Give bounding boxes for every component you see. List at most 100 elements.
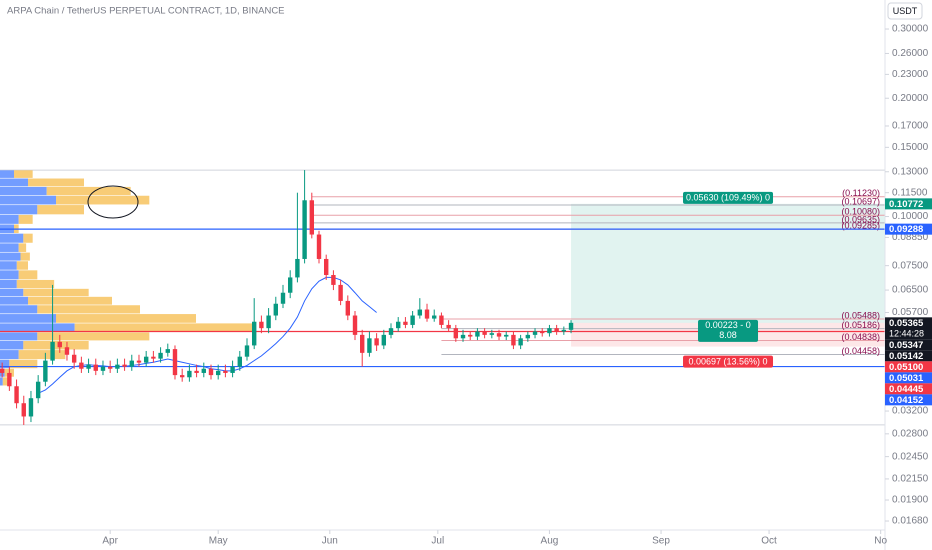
y-tick-label: 0.11500 <box>892 187 928 198</box>
volume-profile-bar <box>0 261 17 270</box>
candle-body <box>568 322 574 330</box>
price-label: 0.05142 <box>889 351 923 362</box>
candle-body <box>93 364 98 371</box>
volume-profile-bar <box>14 170 33 178</box>
price-label: 0.09288 <box>889 224 923 235</box>
x-tick-label: Jul <box>431 536 444 547</box>
price-label-box <box>885 223 932 235</box>
candle-body <box>381 334 387 346</box>
candle-body <box>179 375 185 378</box>
volume-profile-bar <box>37 205 84 215</box>
volume-profile-bar <box>0 214 19 224</box>
candle-body <box>511 334 516 346</box>
candle-body <box>295 258 300 278</box>
y-tick-label: 0.15000 <box>892 142 929 153</box>
volume-profile-bar <box>2 377 8 386</box>
volume-profile-bar <box>74 323 253 332</box>
volume-profile-bar <box>9 359 38 369</box>
candle-body <box>158 352 163 359</box>
fib-label: (0.05488) <box>841 310 880 320</box>
position-profit-zone <box>571 203 885 323</box>
candle-body <box>187 370 192 378</box>
currency-button[interactable] <box>887 2 923 20</box>
fib-label: (0.10697) <box>841 196 880 206</box>
volume-profile-bar <box>0 170 14 178</box>
volume-profile-bar <box>37 305 141 314</box>
x-tick-label: May <box>209 536 228 547</box>
candle-body <box>223 370 228 373</box>
volume-profile-bar <box>18 214 33 224</box>
candle-body <box>432 315 437 319</box>
candle-body <box>14 386 19 404</box>
candle-body <box>496 333 502 337</box>
volume-profile-bar <box>28 296 112 305</box>
candle-body <box>64 347 70 355</box>
y-tick-label: 0.01680 <box>892 516 929 527</box>
candle-body <box>468 334 473 337</box>
candle-body <box>208 368 214 376</box>
y-tick-label: 0.10000 <box>892 211 929 222</box>
y-tick-label: 0.20000 <box>892 93 929 104</box>
candle-body <box>518 338 523 346</box>
candle-body <box>0 368 5 373</box>
y-tick-label: 0.06500 <box>892 285 929 296</box>
volume-profile-bar <box>0 359 10 369</box>
price-label-box <box>885 350 932 362</box>
candle-body <box>7 372 12 387</box>
volume-profile-bar <box>23 288 89 297</box>
volume-profile-bar <box>0 243 19 252</box>
volume-profile-bar <box>18 270 38 280</box>
candle-body <box>280 292 286 304</box>
currency-label[interactable]: USDT <box>893 6 918 16</box>
candle-body <box>482 331 487 335</box>
fib-label: (0.05186) <box>841 320 880 330</box>
y-tick-label: 0.01900 <box>892 495 929 506</box>
candle-body <box>251 321 257 346</box>
y-tick-label: 0.07500 <box>892 260 929 271</box>
price-label: 0.05365 <box>889 318 924 329</box>
price-label: 0.10772 <box>889 199 923 210</box>
candle-body <box>540 331 545 334</box>
volume-profile-bar <box>0 350 19 360</box>
price-label-box <box>885 317 932 340</box>
fib-label: (0.09285) <box>841 221 880 231</box>
volume-profile-bar <box>0 233 24 243</box>
price-label-box <box>885 372 932 384</box>
candle-body <box>446 324 451 329</box>
candle-body <box>439 315 444 325</box>
volume-profile-bar <box>56 314 196 323</box>
volume-profile-bar <box>46 186 131 196</box>
candle-body <box>338 284 343 301</box>
candle-body <box>374 338 379 346</box>
price-label-box <box>885 339 932 351</box>
candle-body <box>324 258 329 276</box>
candle-body <box>57 341 62 348</box>
volume-profile-bar <box>0 377 3 386</box>
x-tick-label: Aug <box>541 536 559 547</box>
price-label: 0.04445 <box>889 384 924 395</box>
position-mid-box <box>698 319 759 342</box>
candle-body <box>28 398 34 417</box>
volume-profile-bar <box>20 252 30 261</box>
drawing-ellipse <box>87 185 139 219</box>
volume-profile-bar <box>0 296 28 305</box>
price-label: 0.04152 <box>889 395 923 406</box>
position-target-label: 0.05630 (109.49%) 0 <box>686 193 770 203</box>
candle-body <box>547 328 552 334</box>
axes: 0.30000 0.26000 0.23000 0.20000 0.17000 0.150… <box>102 24 932 547</box>
volume-profile-bar <box>0 178 28 187</box>
x-tick-label: Oct <box>761 536 777 547</box>
candle-body <box>504 334 509 337</box>
candle-body <box>107 366 113 369</box>
candle-body <box>388 328 394 335</box>
candle-body <box>403 321 408 325</box>
candle-body <box>367 338 372 353</box>
y-tick-label: 0.23000 <box>892 69 929 80</box>
candle-body <box>453 328 459 339</box>
candle-body <box>151 356 156 359</box>
fib-label: (0.09635) <box>841 214 880 224</box>
candle-body <box>316 234 322 259</box>
x-tick-label: Apr <box>102 536 118 547</box>
volume-profile-bar <box>23 341 89 350</box>
